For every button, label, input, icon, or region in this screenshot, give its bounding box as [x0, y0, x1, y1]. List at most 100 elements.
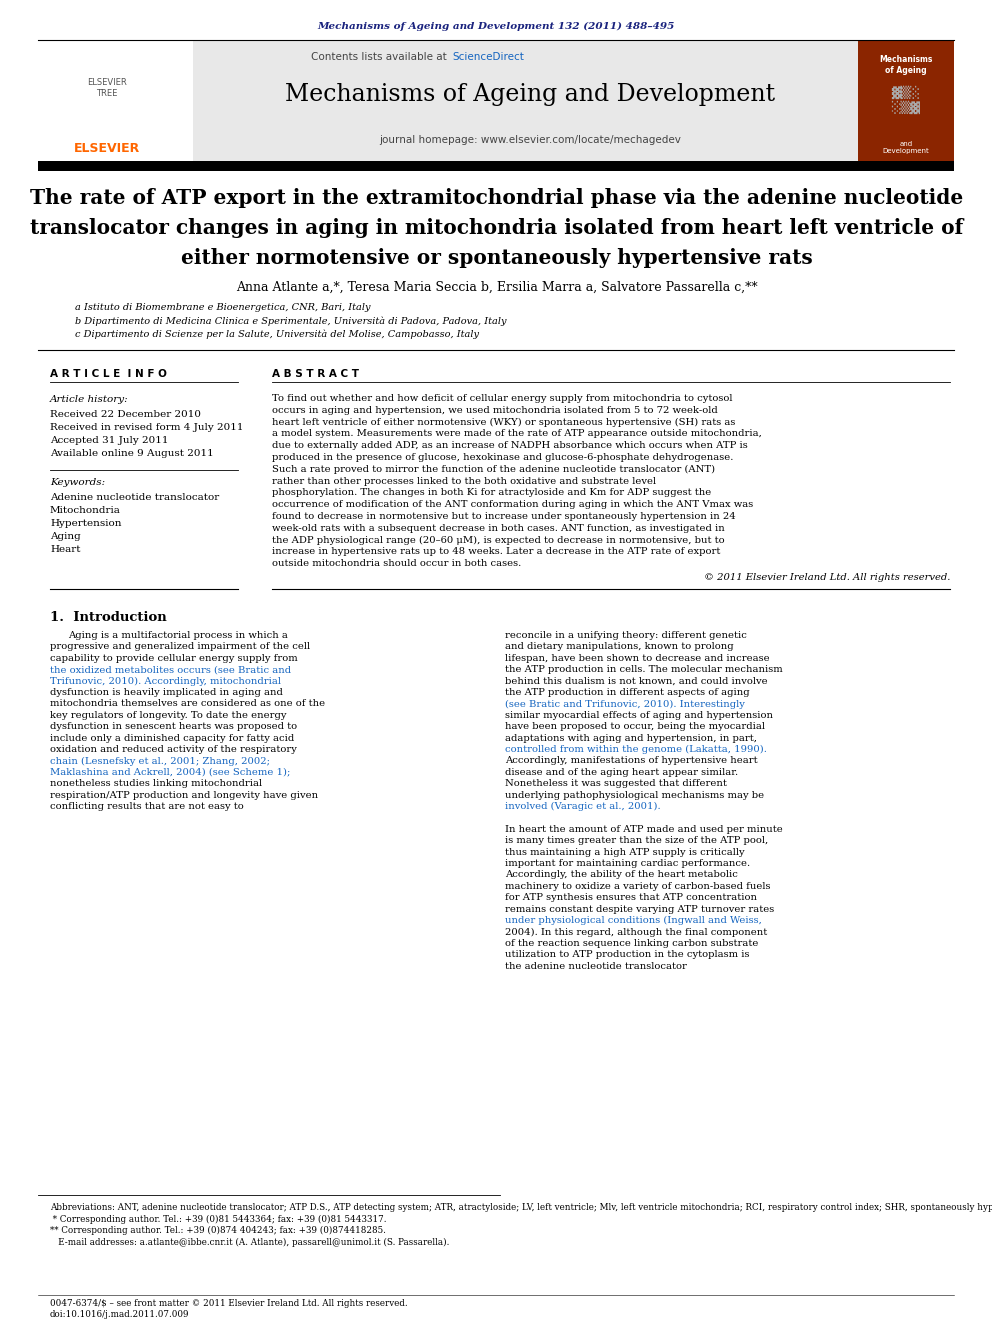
Text: disease and of the aging heart appear similar.: disease and of the aging heart appear si… [505, 767, 738, 777]
Text: machinery to oxidize a variety of carbon-based fuels: machinery to oxidize a variety of carbon… [505, 882, 771, 890]
Text: capability to provide cellular energy supply from: capability to provide cellular energy su… [50, 654, 298, 663]
Text: Maklashina and Ackrell, 2004) (see Scheme 1);: Maklashina and Ackrell, 2004) (see Schem… [50, 767, 291, 777]
Text: Keywords:: Keywords: [50, 478, 105, 487]
Text: Article history:: Article history: [50, 396, 129, 404]
Text: the ATP production in different aspects of aging: the ATP production in different aspects … [505, 688, 750, 697]
Text: reconcile in a unifying theory: different genetic: reconcile in a unifying theory: differen… [505, 631, 747, 640]
Text: of the reaction sequence linking carbon substrate: of the reaction sequence linking carbon … [505, 939, 758, 947]
Bar [38, 161, 954, 171]
Text: chain (Lesnefsky et al., 2001; Zhang, 2002;: chain (Lesnefsky et al., 2001; Zhang, 20… [50, 757, 270, 766]
Text: similar myocardial effects of aging and hypertension: similar myocardial effects of aging and … [505, 710, 773, 720]
Text: Accordingly, the ability of the heart metabolic: Accordingly, the ability of the heart me… [505, 871, 738, 880]
Text: produced in the presence of glucose, hexokinase and glucose-6-phosphate dehydrog: produced in the presence of glucose, hex… [272, 452, 733, 462]
Text: behind this dualism is not known, and could involve: behind this dualism is not known, and co… [505, 676, 768, 685]
Text: Mechanisms of Ageing and Development 132 (2011) 488–495: Mechanisms of Ageing and Development 132… [317, 21, 675, 30]
Text: Abbreviations: ANT, adenine nucleotide translocator; ATP D.S., ATP detecting sys: Abbreviations: ANT, adenine nucleotide t… [50, 1203, 992, 1212]
Text: controlled from within the genome (Lakatta, 1990).: controlled from within the genome (Lakat… [505, 745, 767, 754]
Text: adaptations with aging and hypertension, in part,: adaptations with aging and hypertension,… [505, 733, 757, 742]
Text: Received 22 December 2010: Received 22 December 2010 [50, 410, 201, 419]
Text: A B S T R A C T: A B S T R A C T [272, 369, 359, 378]
Text: Anna Atlante a,*, Teresa Maria Seccia b, Ersilia Marra a, Salvatore Passarella c: Anna Atlante a,*, Teresa Maria Seccia b,… [236, 280, 758, 294]
Text: the adenine nucleotide translocator: the adenine nucleotide translocator [505, 962, 686, 971]
Bar [38, 41, 858, 161]
Text: 1.  Introduction: 1. Introduction [50, 611, 167, 624]
Text: involved (Varagic et al., 2001).: involved (Varagic et al., 2001). [505, 802, 661, 811]
Text: Adenine nucleotide translocator: Adenine nucleotide translocator [50, 493, 219, 501]
Text: thus maintaining a high ATP supply is critically: thus maintaining a high ATP supply is cr… [505, 848, 745, 856]
Text: outside mitochondria should occur in both cases.: outside mitochondria should occur in bot… [272, 560, 521, 568]
Text: 2004). In this regard, although the final component: 2004). In this regard, although the fina… [505, 927, 767, 937]
Text: Received in revised form 4 July 2011: Received in revised form 4 July 2011 [50, 423, 243, 433]
Text: 0047-6374/$ – see front matter © 2011 Elsevier Ireland Ltd. All rights reserved.: 0047-6374/$ – see front matter © 2011 El… [50, 1299, 408, 1308]
Text: progressive and generalized impairment of the cell: progressive and generalized impairment o… [50, 643, 310, 651]
Text: and
Development: and Development [883, 142, 930, 155]
Text: is many times greater than the size of the ATP pool,: is many times greater than the size of t… [505, 836, 768, 845]
Text: increase in hypertensive rats up to 48 weeks. Later a decrease in the ATP rate o: increase in hypertensive rats up to 48 w… [272, 548, 720, 557]
Text: and dietary manipulations, known to prolong: and dietary manipulations, known to prol… [505, 643, 734, 651]
Text: Nonetheless it was suggested that different: Nonetheless it was suggested that differ… [505, 779, 727, 789]
Text: underlying pathophysiological mechanisms may be: underlying pathophysiological mechanisms… [505, 791, 764, 799]
Text: * Corresponding author. Tel.: +39 (0)81 5443364; fax: +39 (0)81 5443317.: * Corresponding author. Tel.: +39 (0)81 … [50, 1215, 387, 1224]
Text: key regulators of longevity. To date the energy: key regulators of longevity. To date the… [50, 710, 287, 720]
Text: either normotensive or spontaneously hypertensive rats: either normotensive or spontaneously hyp… [182, 247, 812, 269]
Text: oxidation and reduced activity of the respiratory: oxidation and reduced activity of the re… [50, 745, 297, 754]
Text: c Dipartimento di Scienze per la Salute, Università del Molise, Campobasso, Ital: c Dipartimento di Scienze per la Salute,… [75, 329, 479, 339]
Text: Trifunovic, 2010). Accordingly, mitochondrial: Trifunovic, 2010). Accordingly, mitochon… [50, 676, 281, 685]
Text: In heart the amount of ATP made and used per minute: In heart the amount of ATP made and used… [505, 824, 783, 833]
Text: nonetheless studies linking mitochondrial: nonetheless studies linking mitochondria… [50, 779, 262, 789]
Text: Available online 9 August 2011: Available online 9 August 2011 [50, 448, 213, 458]
Text: ELSEVIER: ELSEVIER [73, 142, 140, 155]
Text: translocator changes in aging in mitochondria isolated from heart left ventricle: translocator changes in aging in mitocho… [31, 218, 963, 238]
Text: for ATP synthesis ensures that ATP concentration: for ATP synthesis ensures that ATP conce… [505, 893, 757, 902]
Text: ELSEVIER
TREE: ELSEVIER TREE [87, 78, 127, 98]
Text: utilization to ATP production in the cytoplasm is: utilization to ATP production in the cyt… [505, 950, 750, 959]
Text: the ATP production in cells. The molecular mechanism: the ATP production in cells. The molecul… [505, 665, 783, 675]
Text: Such a rate proved to mirror the function of the adenine nucleotide translocator: Such a rate proved to mirror the functio… [272, 464, 715, 474]
Text: phosphorylation. The changes in both Ki for atractyloside and Km for ADP suggest: phosphorylation. The changes in both Ki … [272, 488, 711, 497]
Text: due to externally added ADP, as an increase of NADPH absorbance which occurs whe: due to externally added ADP, as an incre… [272, 441, 748, 450]
Bar [38, 41, 193, 161]
Text: E-mail addresses: a.atlante@ibbe.cnr.it (A. Atlante), passarell@unimol.it (S. Pa: E-mail addresses: a.atlante@ibbe.cnr.it … [50, 1237, 449, 1246]
Text: The rate of ATP export in the extramitochondrial phase via the adenine nucleotid: The rate of ATP export in the extramitoc… [31, 188, 963, 208]
Text: Accordingly, manifestations of hypertensive heart: Accordingly, manifestations of hypertens… [505, 757, 758, 766]
Text: a Istituto di Biomembrane e Bioenergetica, CNR, Bari, Italy: a Istituto di Biomembrane e Bioenergetic… [75, 303, 370, 312]
Text: Contents lists available at: Contents lists available at [311, 52, 450, 62]
Text: occurs in aging and hypertension, we used mitochondria isolated from 5 to 72 wee: occurs in aging and hypertension, we use… [272, 406, 718, 415]
Text: To find out whether and how deficit of cellular energy supply from mitochondria : To find out whether and how deficit of c… [272, 394, 732, 404]
Text: b Dipartimento di Medicina Clinica e Sperimentale, Università di Padova, Padova,: b Dipartimento di Medicina Clinica e Spe… [75, 316, 507, 325]
Text: dysfunction in senescent hearts was proposed to: dysfunction in senescent hearts was prop… [50, 722, 298, 732]
Text: mitochondria themselves are considered as one of the: mitochondria themselves are considered a… [50, 700, 325, 708]
Bar [858, 41, 954, 161]
Text: week-old rats with a subsequent decrease in both cases. ANT function, as investi: week-old rats with a subsequent decrease… [272, 524, 725, 533]
Text: heart left ventricle of either normotensive (WKY) or spontaneous hypertensive (S: heart left ventricle of either normotens… [272, 418, 735, 427]
Text: a model system. Measurements were made of the rate of ATP appearance outside mit: a model system. Measurements were made o… [272, 430, 762, 438]
Text: Heart: Heart [50, 545, 80, 554]
Text: Accepted 31 July 2011: Accepted 31 July 2011 [50, 437, 169, 445]
Text: found to decrease in normotensive but to increase under spontaneously hypertensi: found to decrease in normotensive but to… [272, 512, 736, 521]
Bar [62, 48, 152, 128]
Text: © 2011 Elsevier Ireland Ltd. All rights reserved.: © 2011 Elsevier Ireland Ltd. All rights … [703, 573, 950, 582]
Text: remains constant despite varying ATP turnover rates: remains constant despite varying ATP tur… [505, 905, 774, 914]
Text: lifespan, have been shown to decrease and increase: lifespan, have been shown to decrease an… [505, 654, 770, 663]
Text: Hypertension: Hypertension [50, 519, 121, 528]
Text: respiration/ATP production and longevity have given: respiration/ATP production and longevity… [50, 791, 318, 799]
Text: Aging: Aging [50, 532, 80, 541]
Text: Mitochondria: Mitochondria [50, 505, 121, 515]
Text: journal homepage: www.elsevier.com/locate/mechagedev: journal homepage: www.elsevier.com/locat… [379, 135, 681, 146]
Text: doi:10.1016/j.mad.2011.07.009: doi:10.1016/j.mad.2011.07.009 [50, 1310, 189, 1319]
Text: under physiological conditions (Ingwall and Weiss,: under physiological conditions (Ingwall … [505, 916, 762, 925]
Text: Mechanisms
of Ageing: Mechanisms of Ageing [879, 56, 932, 74]
Text: (see Bratic and Trifunovic, 2010). Interestingly: (see Bratic and Trifunovic, 2010). Inter… [505, 700, 745, 709]
Text: rather than other processes linked to the both oxidative and substrate level: rather than other processes linked to th… [272, 476, 656, 486]
Text: the ADP physiological range (20–60 μM), is expected to decrease in normotensive,: the ADP physiological range (20–60 μM), … [272, 536, 724, 545]
Text: occurrence of modification of the ANT conformation during aging in which the ANT: occurrence of modification of the ANT co… [272, 500, 753, 509]
Text: Aging is a multifactorial process in which a: Aging is a multifactorial process in whi… [68, 631, 288, 640]
Text: ▓▒░
░▒▓: ▓▒░ ░▒▓ [892, 86, 921, 115]
Text: dysfunction is heavily implicated in aging and: dysfunction is heavily implicated in agi… [50, 688, 283, 697]
Text: the oxidized metabolites occurs (see Bratic and: the oxidized metabolites occurs (see Bra… [50, 665, 291, 675]
Text: conflicting results that are not easy to: conflicting results that are not easy to [50, 802, 244, 811]
Text: have been proposed to occur, being the myocardial: have been proposed to occur, being the m… [505, 722, 765, 732]
Text: Mechanisms of Ageing and Development: Mechanisms of Ageing and Development [285, 83, 775, 106]
Text: include only a diminished capacity for fatty acid: include only a diminished capacity for f… [50, 733, 295, 742]
Text: ScienceDirect: ScienceDirect [452, 52, 524, 62]
